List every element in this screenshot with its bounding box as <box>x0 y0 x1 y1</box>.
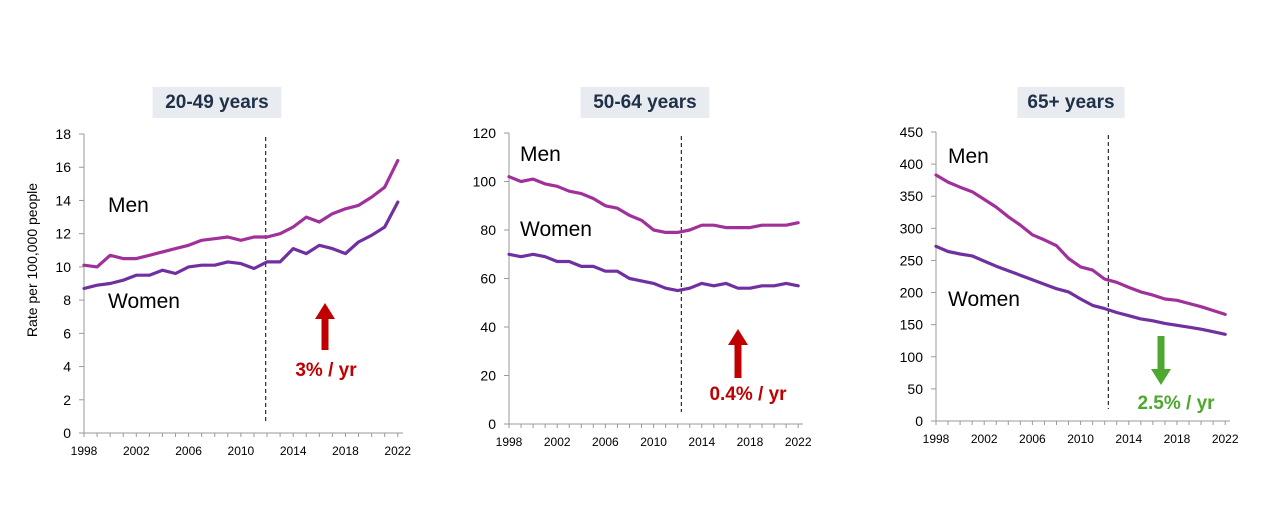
y-tick-label: 150 <box>900 317 924 333</box>
chart-panel-2: 50-64 years 0 20 40 60 80 100 120 1998 2002 2006 20… <box>473 87 812 449</box>
y-tick-label: 250 <box>900 252 924 268</box>
y-tick-label: 16 <box>55 159 71 175</box>
x-tick-label: 2006 <box>592 435 619 449</box>
y-tick-label: 450 <box>900 124 924 140</box>
series-line-women <box>507 252 800 293</box>
y-tick-label: 2 <box>63 392 71 408</box>
chart-title-background <box>1017 87 1125 118</box>
x-tick-label: 2006 <box>175 444 202 458</box>
chart-title-text: 50-64 years <box>593 92 697 113</box>
y-tick-label: 100 <box>473 174 497 190</box>
y-axis-label: Rate per 100,000 people <box>24 182 40 338</box>
x-tick-label: 2002 <box>544 435 571 449</box>
trend-label: 2.5% / yr <box>1137 393 1215 414</box>
chart-title: 50-64 years <box>580 87 710 118</box>
series-label-women: Women <box>108 290 180 313</box>
y-tick-label: 0 <box>488 416 496 432</box>
x-tick-label: 2022 <box>384 444 411 458</box>
y-tick-label: 40 <box>480 319 496 335</box>
y-tick-label: 14 <box>55 192 71 208</box>
y-tick-label: 18 <box>55 126 71 142</box>
chart-panel-3: 65+ years 0 50 100 150 200 250 300 350 400 450 1998… <box>900 87 1239 446</box>
y-tick-label: 8 <box>63 292 71 308</box>
x-tick-label: 2010 <box>228 444 255 458</box>
series-line-women <box>934 244 1227 336</box>
trend-label: 3% / yr <box>295 360 357 381</box>
chart-title-background <box>152 87 282 118</box>
y-tick-label: 400 <box>900 156 924 172</box>
series-label-men: Men <box>520 143 561 166</box>
x-tick-label: 2014 <box>280 444 307 458</box>
x-tick-label: 1998 <box>71 444 98 458</box>
x-tick-label: 2002 <box>123 444 150 458</box>
chart-title: 65+ years <box>1017 87 1125 118</box>
y-tick-label: 120 <box>473 125 497 141</box>
series-label-women: Women <box>520 218 592 241</box>
x-tick-label: 2018 <box>1164 432 1191 446</box>
y-tick-label: 4 <box>63 359 71 375</box>
chart-title-text: 65+ years <box>1027 92 1114 113</box>
y-tick-label: 100 <box>900 349 924 365</box>
series-label-women: Women <box>948 288 1020 311</box>
x-tick-label: 2018 <box>737 435 764 449</box>
y-tick-label: 200 <box>900 285 924 301</box>
y-tick-label: 60 <box>480 271 496 287</box>
series-line-men <box>82 159 400 269</box>
y-tick-label: 12 <box>55 226 71 242</box>
trend-arrow-up-icon <box>315 303 335 350</box>
y-tick-label: 20 <box>480 368 496 384</box>
y-tick-label: 6 <box>63 325 71 341</box>
y-tick-label: 350 <box>900 188 924 204</box>
y-tick-label: 10 <box>55 259 71 275</box>
series-line-women <box>82 200 400 291</box>
chart-title-text: 20-49 years <box>165 92 269 113</box>
trend-arrow-down-icon <box>1151 336 1171 385</box>
y-tick-label: 50 <box>907 381 923 397</box>
x-tick-label: 2010 <box>640 435 667 449</box>
y-tick-label: 300 <box>900 220 924 236</box>
chart-panel-1: 20-49 years 0 2 4 6 8 10 12 14 16 18 1998 2002 2006 20… <box>55 87 411 458</box>
x-tick-label: 2006 <box>1019 432 1046 446</box>
chart-title: 20-49 years <box>152 87 282 118</box>
trend-arrow-up-icon <box>728 329 748 378</box>
y-tick-label: 0 <box>915 413 923 429</box>
chart-title-background <box>580 87 710 118</box>
x-tick-label: 2022 <box>1212 432 1239 446</box>
x-tick-label: 2014 <box>688 435 715 449</box>
x-tick-label: 1998 <box>496 435 523 449</box>
x-tick-label: 2010 <box>1067 432 1094 446</box>
y-tick-label: 80 <box>480 222 496 238</box>
series-label-men: Men <box>948 145 989 168</box>
series-label-men: Men <box>108 194 149 217</box>
trend-label: 0.4% / yr <box>709 384 787 405</box>
x-tick-label: 2014 <box>1115 432 1142 446</box>
series-line-men <box>507 175 800 234</box>
series-line-men <box>934 173 1227 316</box>
y-tick-label: 0 <box>63 425 71 441</box>
x-tick-label: 1998 <box>923 432 950 446</box>
x-tick-label: 2002 <box>971 432 998 446</box>
x-tick-label: 2022 <box>785 435 812 449</box>
x-tick-label: 2018 <box>332 444 359 458</box>
